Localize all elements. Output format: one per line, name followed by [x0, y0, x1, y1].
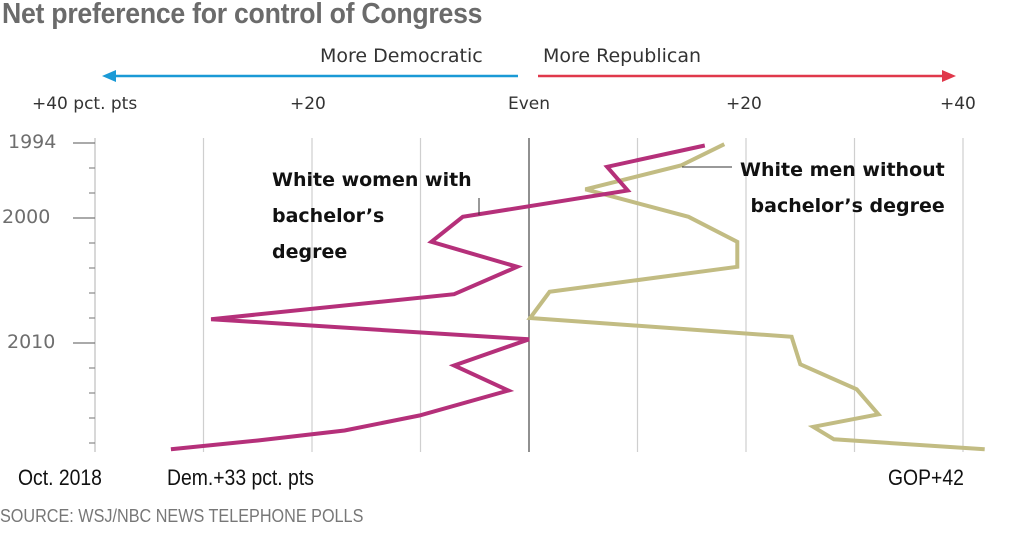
series-line-white-women	[170, 143, 706, 452]
y-tick-label: 2000	[2, 206, 51, 228]
y-tick-label: 2010	[7, 331, 56, 353]
more-democratic-arrowhead-icon	[102, 70, 116, 82]
x-tick-label: +40	[940, 94, 976, 114]
more-democratic-label: More Democratic	[320, 45, 483, 67]
x-tick-label: +20	[726, 94, 762, 114]
series-label-white-women: White women with bachelor’s degree	[272, 162, 472, 270]
x-tick-label: +40 pct. pts	[32, 94, 138, 114]
series-label-line: bachelor’s	[272, 205, 385, 227]
dem-end-value-label: Dem.+33 pct. pts	[167, 465, 314, 490]
series-line-white-men	[526, 142, 985, 452]
series-label-white-men: White men without bachelor’s degree	[740, 152, 945, 224]
source-note: SOURCE: WSJ/NBC NEWS TELEPHONE POLLS	[0, 506, 364, 526]
series-label-line: degree	[272, 241, 348, 263]
gop-end-value-label: GOP+42	[888, 465, 964, 490]
chart-title: Net preference for control of Congress	[2, 0, 483, 30]
x-tick-label: Even	[508, 94, 551, 114]
y-tick-label: 1994	[8, 131, 57, 153]
more-republican-label: More Republican	[543, 45, 702, 67]
series-label-line: bachelor’s degree	[750, 195, 945, 217]
series-label-line: White women with	[272, 169, 472, 191]
more-republican-arrowhead-icon	[942, 70, 956, 82]
x-tick-label: +20	[290, 94, 326, 114]
bottom-date-label: Oct. 2018	[18, 465, 102, 490]
series-label-line: White men without	[740, 159, 945, 181]
